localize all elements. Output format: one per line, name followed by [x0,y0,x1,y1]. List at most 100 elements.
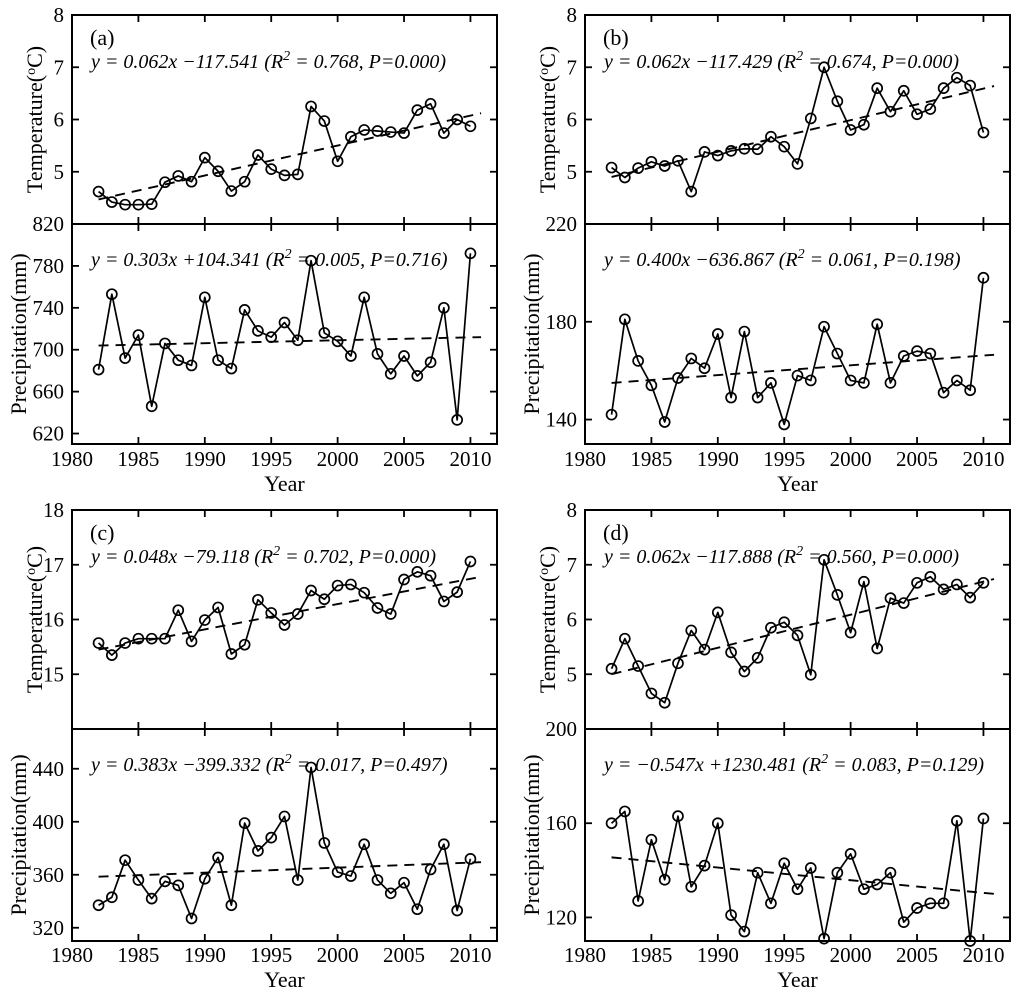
y-tick-label: 700 [33,338,65,362]
data-point-marker [464,555,477,568]
data-point-marker [291,874,304,886]
data-point-marker [645,379,658,392]
data-point-marker [911,576,923,589]
data-point-marker [172,354,185,367]
data-point-marker [672,810,684,823]
data-point-marker [844,626,857,639]
data-point-marker [937,583,950,596]
data-point-marker [345,870,357,882]
data-point-marker [765,130,777,143]
regression-equation: y = −0.547x +1230.481 (R2 = 0.083, P=0.1… [602,752,984,776]
data-point-marker [844,847,857,860]
data-point-marker [778,140,791,153]
regression-equation: y = 0.062x −117.429 (R2 = 0.674, P=0.000… [602,49,959,73]
y-tick-labels: 15 16 17 18 [43,498,64,686]
y-tick-labels: 320 360 400 440 [33,757,65,940]
data-point-marker [791,158,804,170]
data-point-marker [831,95,844,108]
data-point-marker [711,149,724,162]
panel-letter: (d) [603,520,629,545]
y-tick-labels: 5 6 7 8 [54,3,65,184]
data-point-marker [318,327,331,339]
data-point-marker [159,176,171,189]
data-point-marker [358,838,371,851]
data-point-marker [318,837,331,849]
axis-ticks [584,728,1010,941]
data-point-marker [345,130,357,143]
data-point-marker [951,815,963,827]
data-point-marker [159,632,171,645]
data-point-marker [119,637,131,649]
plot-box [584,14,1011,225]
x-tick-labels: 1980 1985 1990 1995 2000 2005 2010 [564,943,1004,967]
data-point-marker [238,304,251,316]
data-point-marker [725,646,737,659]
data-point-marker [438,301,450,314]
regression-equation: y = 0.383x −399.332 (R2 = 0.017, P=0.497… [89,752,448,776]
data-point-marker [132,632,145,645]
trend-line [611,85,995,178]
data-point-marker [305,761,317,774]
y-tick-label: 7 [567,553,578,577]
data-point-marker [358,586,371,599]
x-tick-label: 2000 [317,943,359,967]
x-tick-labels: 1980 1985 1990 1995 2000 2005 2010 [51,447,491,471]
data-point-marker [605,408,618,421]
y-tick-label: 320 [33,916,65,940]
data-point-marker [424,863,437,876]
data-point-marker [844,124,857,136]
data-point-marker [725,391,737,404]
data-points [92,97,477,211]
data-point-marker [911,902,923,914]
data-point-marker [398,350,410,362]
x-tick-label: 2010 [962,447,1004,471]
y-tick-label: 5 [54,160,65,184]
data-point-marker [831,589,844,601]
data-point-marker [105,649,118,661]
y-tick-label: 6 [54,108,65,132]
data-point-marker [698,643,711,656]
data-point-marker [185,359,198,372]
data-point-marker [924,347,937,360]
x-tick-label: 1985 [117,447,159,471]
data-point-marker [977,812,990,825]
data-point-marker [398,876,410,889]
y-tick-labels: 620 660 700 740 780 820 [33,212,65,446]
data-point-marker [318,593,331,606]
data-point-marker [711,328,724,340]
plot-box [584,509,1011,730]
data-point-marker [305,100,317,113]
x-tick-label: 2000 [830,447,872,471]
data-point-marker [911,345,923,357]
data-point-marker [725,145,737,157]
data-point-marker [698,362,711,375]
data-point-marker [119,198,131,211]
data-point-marker [145,632,158,645]
data-point-marker [658,416,671,428]
y-tick-label: 16 [43,608,64,632]
data-point-marker [331,579,344,592]
panel-a: 5 6 7 8 y = 0.062x −117.541 (R2 = 0.768, P=0… [6,3,498,496]
data-point-marker [198,291,211,304]
data-point-marker [685,185,698,198]
data-line [97,253,472,421]
x-tick-label: 2005 [383,943,425,967]
data-points [605,805,990,947]
data-point-marker [438,838,450,851]
data-point-marker [451,414,464,426]
y-tick-label: 8 [567,3,578,27]
trend-line [98,112,482,201]
x-tick-label: 2005 [896,447,938,471]
data-point-marker [92,185,105,198]
panel-letter: (b) [603,25,629,50]
data-point-marker [751,866,764,879]
data-point-marker [605,161,618,174]
y-axis-label: Temperature(oC) [22,546,47,693]
data-point-marker [225,648,238,660]
x-tick-label: 2010 [449,943,491,967]
y-tick-label: 6 [567,608,578,632]
data-point-marker [291,334,304,347]
x-axis-label: Year [777,471,818,496]
data-point-marker [398,573,410,586]
data-point-marker [252,325,264,337]
